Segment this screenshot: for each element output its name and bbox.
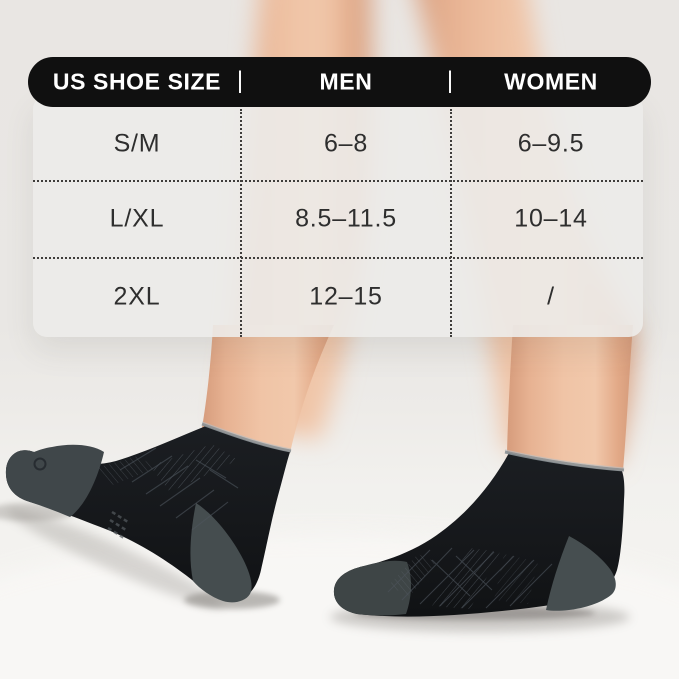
right-sock-heel-patch xyxy=(546,536,616,611)
left-sock-toe-cap xyxy=(5,444,105,517)
row-divider xyxy=(33,257,643,259)
left-sock-heel-patch xyxy=(190,503,252,603)
left-foot-sock xyxy=(5,421,292,603)
right-sock-knit-patch xyxy=(388,554,436,596)
table-row: 2XL 12–15 / xyxy=(33,257,643,337)
left-sock-knit-patch xyxy=(150,444,238,492)
right-foot-sock xyxy=(333,449,625,617)
left-leg xyxy=(202,325,334,453)
left-sock-cuff-highlight xyxy=(201,421,292,450)
men-size-value: 12–15 xyxy=(309,282,383,311)
right-sock-toe-cap xyxy=(333,560,412,616)
right-sock-cuff-rim xyxy=(504,450,625,472)
left-sock-logo-ring xyxy=(33,457,47,471)
men-size-value: 6–8 xyxy=(323,129,369,157)
left-sock-stitch-marks xyxy=(107,510,129,540)
header-men: MEN xyxy=(319,68,373,95)
left-sock-knit-patch xyxy=(96,456,156,486)
column-divider xyxy=(450,109,452,337)
header-women: WOMEN xyxy=(504,68,598,95)
header-us-shoe-size: US SHOE SIZE xyxy=(52,68,222,95)
right-leg xyxy=(507,325,633,471)
men-size-value: 8.5–11.5 xyxy=(295,204,397,232)
left-sock-cuff-rim xyxy=(201,422,292,453)
left-sock-chevron-lines xyxy=(119,447,239,531)
row-divider xyxy=(33,180,643,182)
header-separator: | xyxy=(446,66,454,94)
right-sock-cuff-highlight xyxy=(504,449,625,469)
women-size-value: / xyxy=(547,282,555,311)
size-chart-body: S/M 6–8 6–9.5 L/XL 8.5–11.5 10–14 2XL 12… xyxy=(33,95,643,337)
size-label: S/M xyxy=(113,129,161,157)
table-row: L/XL 8.5–11.5 10–14 xyxy=(33,180,643,257)
size-label: 2XL xyxy=(113,282,161,311)
column-divider xyxy=(240,109,242,337)
size-chart-header-bar: US SHOE SIZE | MEN | WOMEN xyxy=(28,57,651,107)
right-sock-chevron-lines xyxy=(387,547,553,609)
table-row: S/M 6–8 6–9.5 xyxy=(33,107,643,180)
women-size-value: 10–14 xyxy=(514,204,588,232)
header-separator: | xyxy=(236,66,244,94)
women-size-value: 6–9.5 xyxy=(517,129,585,157)
size-label: L/XL xyxy=(109,204,165,232)
